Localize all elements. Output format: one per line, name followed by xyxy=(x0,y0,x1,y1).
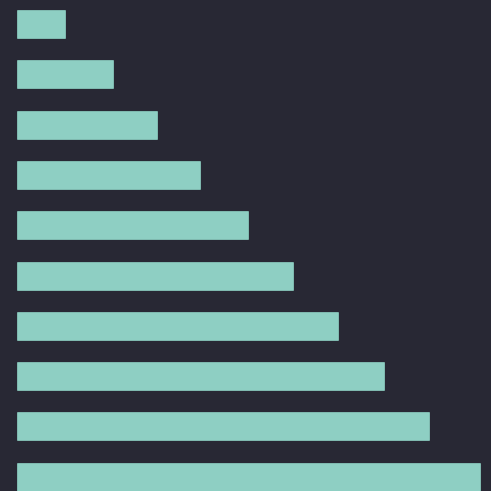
bar-10 xyxy=(17,463,481,491)
bar-3 xyxy=(17,111,158,140)
bar-1 xyxy=(17,10,66,39)
bar-5 xyxy=(17,211,249,240)
bar-9 xyxy=(17,412,430,441)
bar-8 xyxy=(17,362,385,391)
bar-7 xyxy=(17,312,339,341)
bar-2 xyxy=(17,60,114,89)
bar-4 xyxy=(17,161,201,190)
bar-6 xyxy=(17,262,294,291)
